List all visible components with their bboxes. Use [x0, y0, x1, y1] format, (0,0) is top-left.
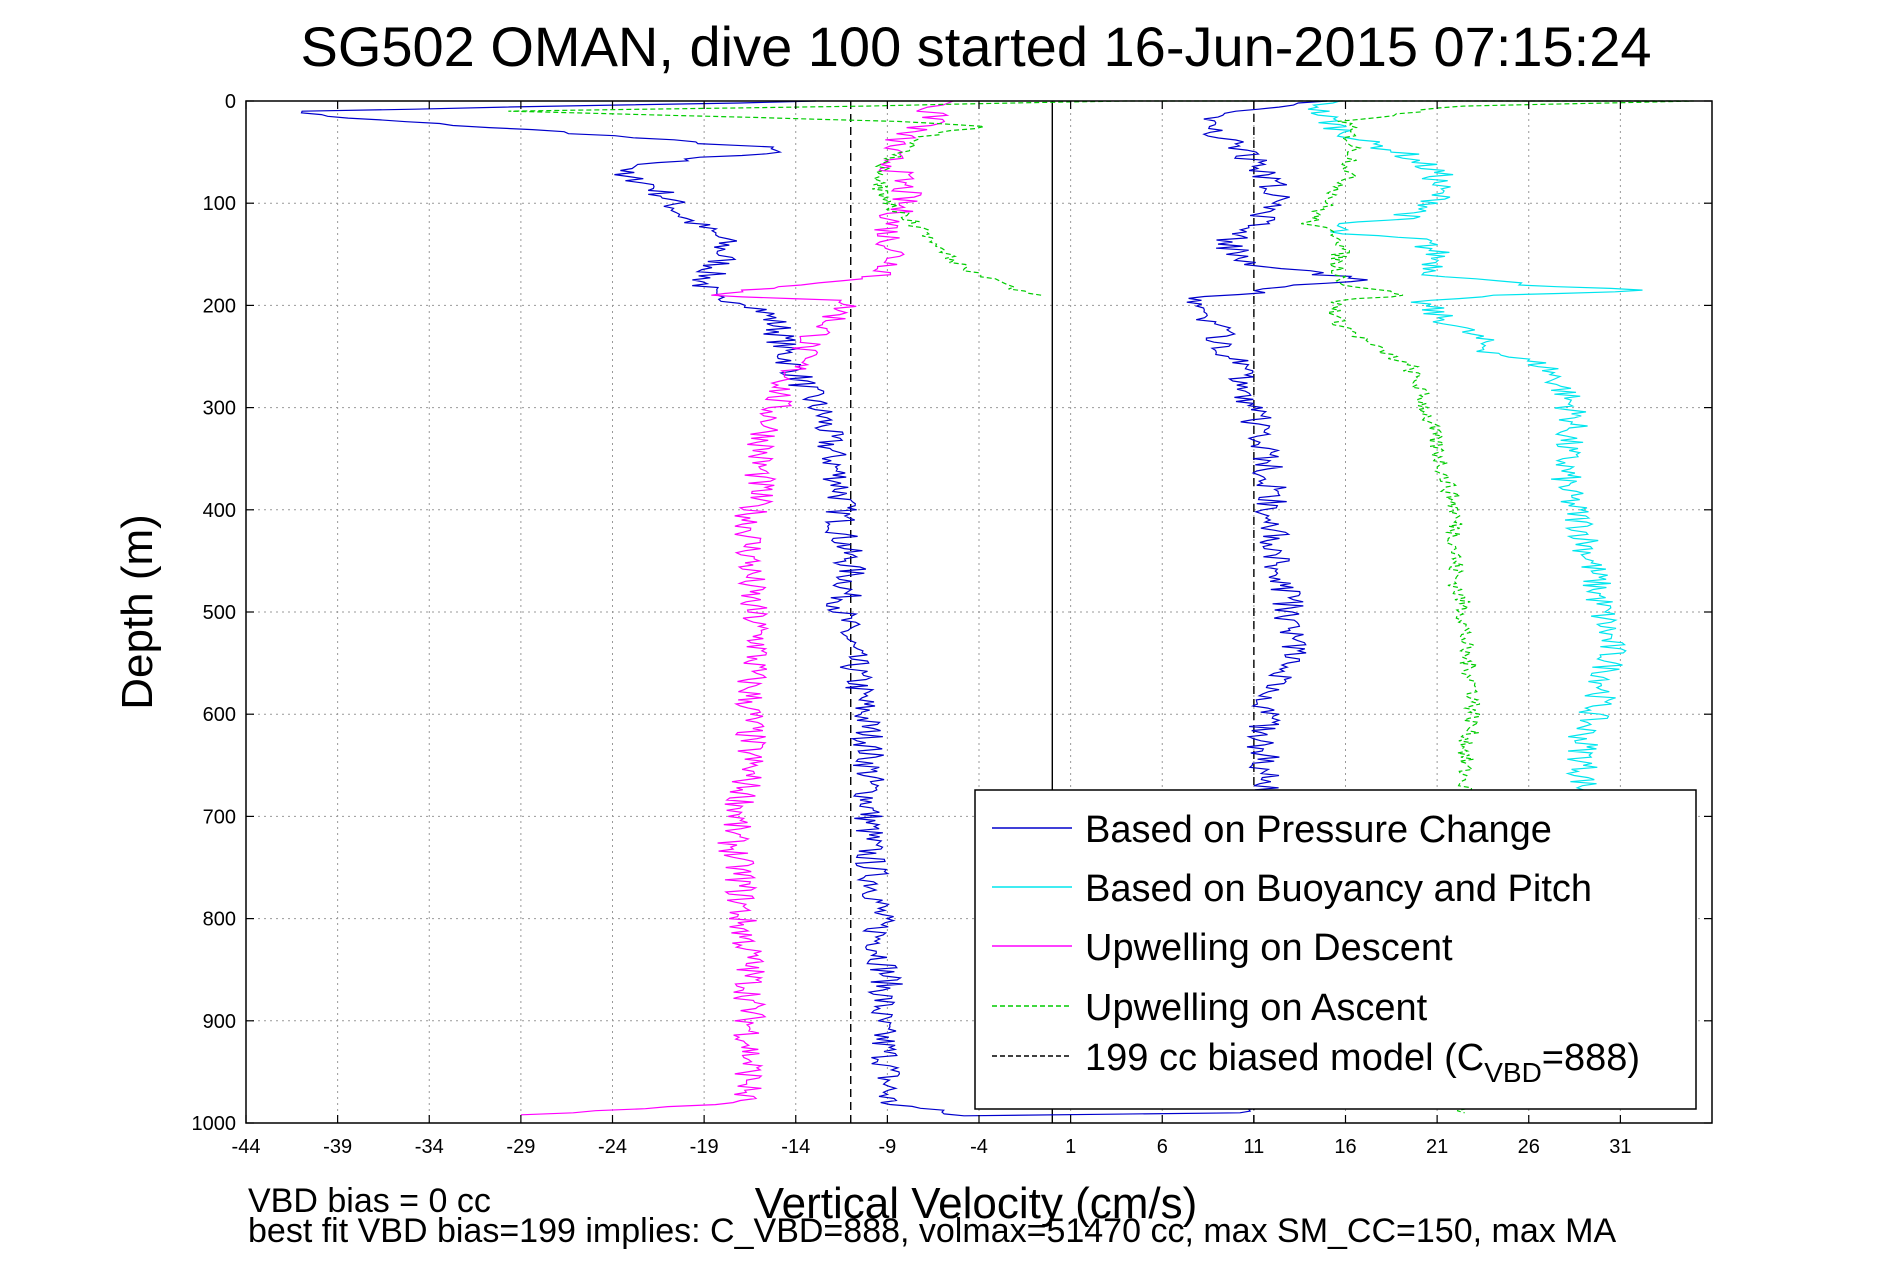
y-tick-label: 300	[203, 398, 236, 420]
legend-label: Upwelling on Descent	[1085, 927, 1453, 969]
y-tick-label: 200	[203, 295, 236, 317]
legend-label: 199 cc biased model (CVBD=888)	[1085, 1037, 1640, 1088]
y-tick-label: 700	[203, 806, 236, 828]
y-tick-label: 900	[203, 1011, 236, 1033]
x-tick-label: 26	[1518, 1136, 1540, 1158]
y-tick-label: 0	[225, 91, 236, 113]
footer-vbd-bias: VBD bias = 0 cc	[248, 1182, 491, 1220]
y-tick-label: 600	[203, 704, 236, 726]
series-line-0	[300, 100, 1368, 1117]
y-tick-label: 800	[203, 909, 236, 931]
axis-ticks: -44 -39 -34 -29 -24 -19 -14 -9 -4 1 6 11 16 21 26 31010…	[192, 91, 1712, 1158]
y-tick-label: 1000	[192, 1113, 237, 1135]
y-tick-label: 100	[203, 193, 236, 215]
legend-label: Upwelling on Ascent	[1085, 987, 1428, 1029]
x-tick-label: 21	[1426, 1136, 1448, 1158]
x-tick-label: -29	[506, 1136, 535, 1158]
chart-legend: Based on Pressure Change Based on Buoyanc…	[974, 789, 1697, 1110]
x-tick-label: 11	[1243, 1136, 1264, 1158]
y-axis-label: Depth (m)	[113, 514, 162, 710]
x-tick-label: -34	[415, 1136, 444, 1158]
x-tick-label: -44	[232, 1136, 261, 1158]
legend-label: Based on Pressure Change	[1085, 809, 1552, 851]
x-tick-label: -19	[690, 1136, 719, 1158]
x-tick-label: -14	[781, 1136, 810, 1158]
legend-box	[974, 789, 1697, 1110]
series-line-1	[1307, 100, 1643, 797]
x-tick-label: 16	[1334, 1136, 1356, 1158]
x-tick-label: -24	[598, 1136, 627, 1158]
x-tick-label: -39	[323, 1136, 352, 1158]
x-tick-label: -4	[970, 1136, 988, 1158]
x-axis-label: Vertical Velocity (cm/s)	[755, 1179, 1198, 1228]
x-tick-label: 31	[1609, 1136, 1631, 1158]
series-line-2	[520, 100, 954, 1116]
y-tick-label: 500	[203, 602, 236, 624]
x-tick-label: 1	[1065, 1136, 1076, 1158]
x-tick-label: 6	[1157, 1136, 1168, 1158]
legend-label: Based on Buoyancy and Pitch	[1085, 868, 1592, 910]
footer-best-fit: best fit VBD bias=199 implies: C_VBD=888…	[248, 1212, 1617, 1250]
y-tick-label: 400	[203, 500, 236, 522]
x-tick-label: -9	[878, 1136, 896, 1158]
chart-title: SG502 OMAN, dive 100 started 16-Jun-2015…	[300, 15, 1651, 78]
